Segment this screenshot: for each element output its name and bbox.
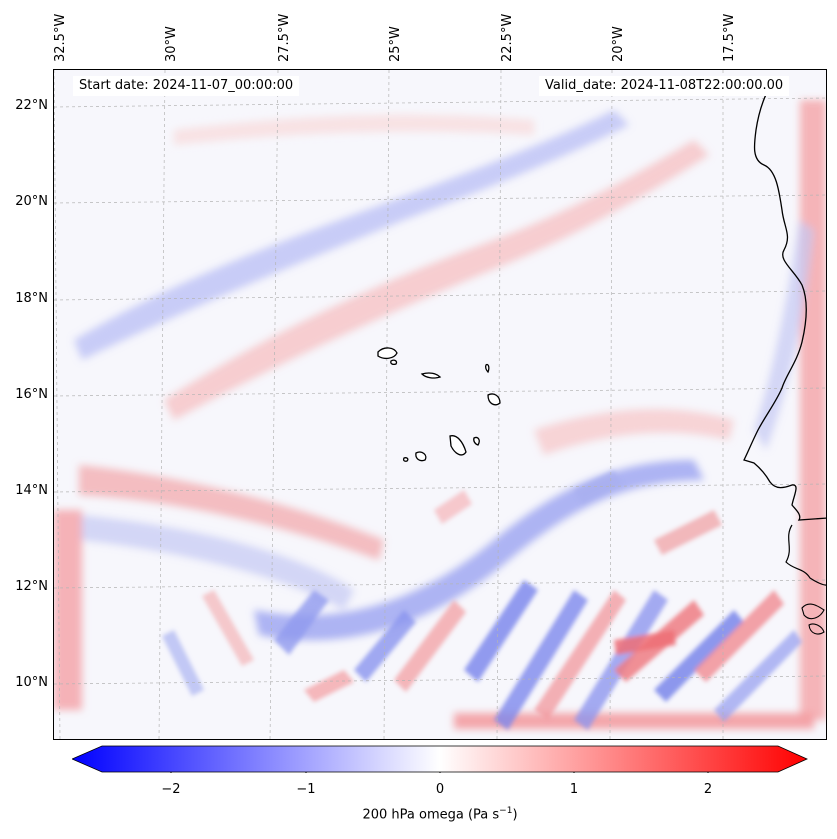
lon-label-22-5w: 22.5°W	[500, 13, 515, 62]
lon-label-17-5w: 17.5°W	[722, 13, 737, 62]
colorbar-label-main: 200 hPa omega (Pa s	[362, 807, 500, 823]
lon-label-25w: 25°W	[388, 26, 403, 62]
colorbar-tick-2: 2	[703, 782, 713, 797]
colorbar-tick-0: 0	[435, 782, 445, 797]
island-sal	[484, 363, 490, 374]
omega-convective-cells	[162, 470, 802, 730]
graticule	[54, 70, 826, 739]
lat-label-18n: 18°N	[15, 291, 48, 306]
lon-label-20w: 20°W	[611, 26, 626, 62]
island-santo-antao	[377, 347, 398, 360]
lon-label-27-5w: 27.5°W	[277, 13, 292, 62]
island-brava	[402, 457, 409, 462]
omega-bands	[54, 100, 826, 729]
guinea-coast-islands	[801, 603, 825, 635]
africa-coastline	[743, 81, 826, 521]
lat-label-10n: 10°N	[15, 675, 48, 690]
lat-label-20n: 20°N	[15, 194, 48, 209]
colorbar	[72, 745, 808, 773]
omega-field-map	[54, 70, 826, 739]
colorbar-tick-neg2: −2	[161, 782, 181, 797]
island-sao-vicente	[390, 359, 398, 366]
island-fogo	[415, 451, 427, 462]
colorbar-label: 200 hPa omega (Pa s−1)	[0, 806, 837, 822]
lon-label-32-5w: 32.5°W	[53, 13, 68, 62]
valid-date-label: Valid_date: 2024-11-08T22:00:00.00	[539, 76, 790, 96]
cape-verde-islands	[377, 347, 501, 462]
island-sao-nicolau	[420, 372, 442, 379]
lat-label-14n: 14°N	[15, 483, 48, 498]
lat-label-22n: 22°N	[15, 98, 48, 113]
colorbar-ticks	[170, 772, 709, 773]
colorbar-label-close: )	[512, 807, 518, 823]
colorbar-tick-1: 1	[569, 782, 579, 797]
lat-label-12n: 12°N	[15, 579, 48, 594]
start-date-label: Start date: 2024-11-07_00:00:00	[73, 76, 300, 96]
island-santiago	[449, 435, 467, 456]
lat-label-16n: 16°N	[15, 387, 48, 402]
lon-label-30w: 30°W	[164, 26, 179, 62]
africa-coastline-south	[785, 524, 826, 586]
map-panel	[53, 69, 827, 740]
colorbar-tick-neg1: −1	[296, 782, 316, 797]
island-maio	[473, 436, 480, 446]
colorbar-label-exponent: −1	[499, 806, 513, 816]
colorbar-bar	[72, 745, 808, 773]
island-boa-vista	[487, 393, 501, 406]
